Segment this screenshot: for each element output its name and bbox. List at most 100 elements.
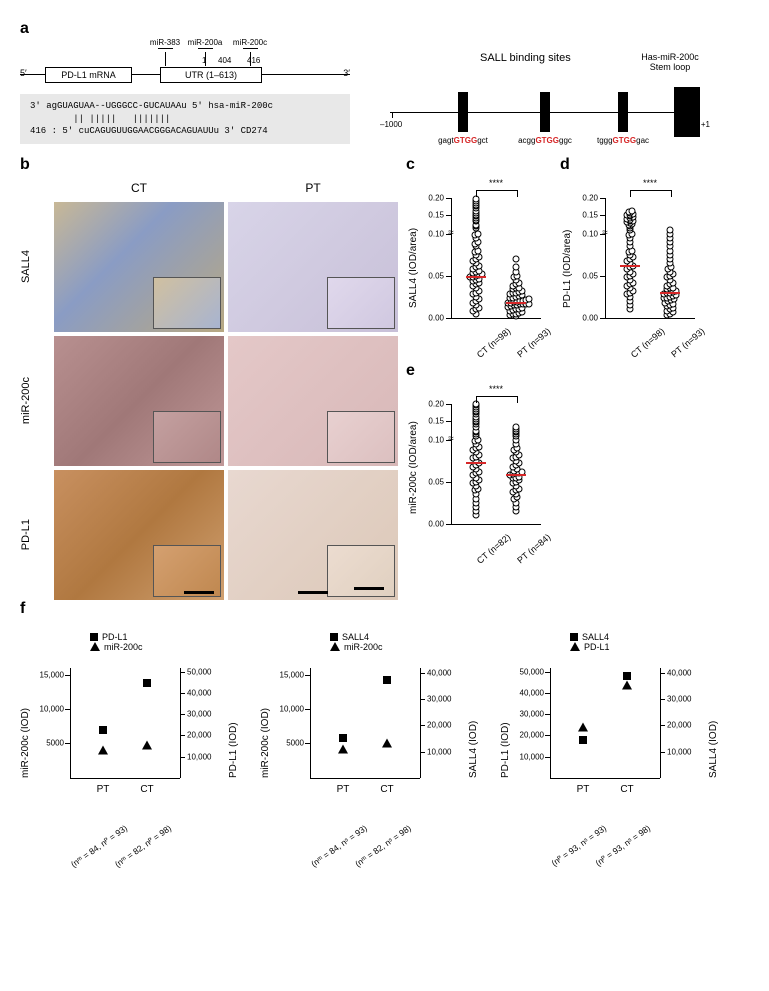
y-tick-label-right: 50,000: [187, 668, 227, 677]
data-point: [628, 208, 635, 215]
micrograph-inset: [327, 277, 395, 329]
chart-point: [98, 746, 108, 755]
chart-point: [142, 740, 152, 749]
y-tick-right: [660, 725, 665, 726]
y-axis: [451, 404, 452, 524]
mrna-diagram: 5′ PD-L1 mRNA UTR (1–613) 3′ miR-383miR-…: [20, 42, 350, 144]
y-tick-right: [660, 673, 665, 674]
chart-point: [579, 736, 587, 744]
x-axis: [310, 778, 420, 779]
y-tick-label: 0.00: [406, 519, 444, 528]
y-axis-left: [550, 668, 551, 778]
mean-bar: [506, 474, 526, 476]
significance-bracket: [476, 396, 518, 403]
micrograph-grid: CT PT SALL4miR-200cPD-L1: [20, 178, 398, 600]
y-axis: [451, 198, 452, 318]
y-tick: [446, 215, 451, 216]
significance-bracket: [630, 190, 672, 197]
triangle-marker-icon: [570, 642, 580, 651]
utr-num: 416: [247, 56, 260, 65]
y-tick-label-right: 20,000: [427, 721, 467, 730]
panel-b-wrapper: b CT PT SALL4miR-200cPD-L1: [20, 156, 398, 600]
y-axis-label-right: PD-L1 (IOD): [228, 668, 239, 778]
y-tick: [446, 318, 451, 319]
y-tick-label-left: 20,000: [512, 731, 544, 740]
y-tick-label-right: 40,000: [427, 669, 467, 678]
micrograph: [54, 202, 224, 332]
panel-f: PD-L1miR-200cmiR-200c (IOD)PD-L1 (IOD)50…: [20, 632, 749, 842]
axis-break: ≈: [602, 227, 608, 238]
y-tick: [446, 482, 451, 483]
axis-break: ≈: [448, 227, 454, 238]
triangle-marker-icon: [90, 642, 100, 651]
sall-site-box: [458, 92, 468, 132]
y-tick-label-left: 5000: [272, 739, 304, 748]
y-axis-right: [180, 668, 181, 778]
chart-point: [339, 734, 347, 742]
mean-bar: [660, 292, 680, 294]
y-tick-label-left: 10,000: [32, 705, 64, 714]
y-tick-right: [180, 693, 185, 694]
y-tick-label-left: 15,000: [32, 670, 64, 679]
dual-axis-chart: SALL4miR-200cmiR-200c (IOD)SALL4 (IOD)50…: [260, 632, 480, 842]
y-tick-right: [660, 699, 665, 700]
y-tick-right: [180, 757, 185, 758]
sall-site-box: [618, 92, 628, 132]
micrograph-inset: [327, 545, 395, 597]
chart-point: [383, 676, 391, 684]
y-tick-right: [180, 672, 185, 673]
mean-bar: [466, 462, 486, 464]
legend-item: PD-L1: [90, 632, 143, 642]
panel-a: 5′ PD-L1 mRNA UTR (1–613) 3′ miR-383miR-…: [20, 42, 749, 144]
x-tick-label: CT: [380, 784, 393, 795]
seq-line-2: 416 : 5′ cuCAGUGUUGGAACGGGACAGUAUUu 3′ C…: [30, 126, 268, 136]
mean-bar: [620, 265, 640, 267]
micrograph: [228, 336, 398, 466]
y-tick: [600, 276, 605, 277]
y-tick-label: 0.20: [406, 193, 444, 202]
micrograph: [228, 202, 398, 332]
sall-seq: gagtGTGGgct: [438, 136, 488, 145]
y-tick-label: 0.05: [560, 271, 598, 280]
chart-point: [99, 726, 107, 734]
chart-e: miR-200c (IOD/area)≈0.000.050.100.150.20…: [406, 384, 556, 564]
utr-box: UTR (1–613): [160, 67, 262, 83]
y-tick-label-right: 30,000: [187, 710, 227, 719]
chart-point: [622, 680, 632, 689]
y-tick-label: 0.10: [406, 435, 444, 444]
data-point: [512, 424, 519, 431]
stemloop-label: Has-miR-200c Stem loop: [630, 52, 710, 72]
y-tick-label-right: 10,000: [667, 747, 707, 756]
y-tick-label-left: 10,000: [272, 705, 304, 714]
panel-d-label: d: [560, 156, 710, 174]
y-axis-left: [310, 668, 311, 778]
label-minus1000: –1000: [380, 120, 402, 129]
y-tick-label-right: 30,000: [667, 695, 707, 704]
significance-bracket: [476, 190, 518, 197]
y-tick-label-left: 5000: [32, 739, 64, 748]
mir-label: miR-200c: [233, 38, 267, 47]
y-axis-left: [70, 668, 71, 778]
y-tick-left: [305, 709, 310, 710]
y-axis-label: PD-L1 (IOD/area): [562, 208, 573, 308]
panel-f-label: f: [20, 600, 749, 618]
legend: SALL4miR-200c: [330, 632, 383, 652]
label-plus1: +1: [701, 120, 710, 129]
y-tick-label-left: 50,000: [512, 668, 544, 677]
stemloop-box: [674, 87, 700, 137]
legend-item: SALL4: [330, 632, 383, 642]
sall-seq: tgggGTGGgac: [597, 136, 649, 145]
chart-point: [623, 672, 631, 680]
panel-e-label: e: [406, 362, 556, 380]
micrograph: [228, 470, 398, 600]
legend-item: miR-200c: [330, 642, 383, 652]
dual-axis-chart: PD-L1miR-200cmiR-200c (IOD)PD-L1 (IOD)50…: [20, 632, 240, 842]
seq-match: || ||||| |||||||: [30, 114, 170, 124]
pdl1-box: PD-L1 mRNA: [45, 67, 132, 83]
y-tick-label-right: 10,000: [427, 747, 467, 756]
panels-cde: c SALL4 (IOD/area)≈0.000.050.100.150.20C…: [406, 156, 710, 564]
y-tick-left: [545, 757, 550, 758]
y-tick-label: 0.20: [560, 193, 598, 202]
x-tick-label: PT: [337, 784, 350, 795]
data-point: [526, 296, 533, 303]
